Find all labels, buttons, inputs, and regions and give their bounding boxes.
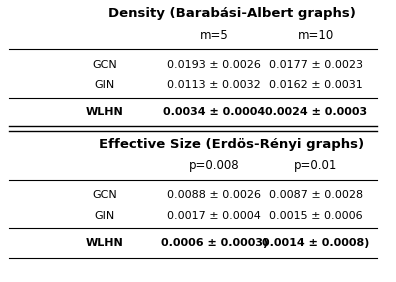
Text: WLHN: WLHN <box>86 107 124 117</box>
Text: 0.0017 ± 0.0004: 0.0017 ± 0.0004 <box>167 211 261 221</box>
Text: 0.0006 ± 0.0003): 0.0006 ± 0.0003) <box>161 238 268 248</box>
Text: Effective Size (Erdös-Rényi graphs): Effective Size (Erdös-Rényi graphs) <box>99 138 364 151</box>
Text: GCN: GCN <box>93 190 117 201</box>
Text: 0.0162 ± 0.0031: 0.0162 ± 0.0031 <box>269 80 363 90</box>
Text: WLHN: WLHN <box>86 238 124 248</box>
Text: GIN: GIN <box>95 211 115 221</box>
Text: GIN: GIN <box>95 80 115 90</box>
Text: 0.0014 ± 0.0008): 0.0014 ± 0.0008) <box>262 238 369 248</box>
Text: 0.0193 ± 0.0026: 0.0193 ± 0.0026 <box>167 60 261 70</box>
Text: 0.0087 ± 0.0028: 0.0087 ± 0.0028 <box>269 190 363 201</box>
Text: p=0.01: p=0.01 <box>294 159 337 172</box>
Text: Density (Barabási-Albert graphs): Density (Barabási-Albert graphs) <box>107 7 355 21</box>
Text: 0.0034 ± 0.0004: 0.0034 ± 0.0004 <box>163 107 265 117</box>
Text: p=0.008: p=0.008 <box>189 159 240 172</box>
Text: 0.0177 ± 0.0023: 0.0177 ± 0.0023 <box>269 60 363 70</box>
Text: 0.0088 ± 0.0026: 0.0088 ± 0.0026 <box>167 190 261 201</box>
Text: 0.0113 ± 0.0032: 0.0113 ± 0.0032 <box>168 80 261 90</box>
Text: 0.0024 ± 0.0003: 0.0024 ± 0.0003 <box>265 107 367 117</box>
Text: m=5: m=5 <box>200 29 228 42</box>
Text: GCN: GCN <box>93 60 117 70</box>
Text: 0.0015 ± 0.0006: 0.0015 ± 0.0006 <box>269 211 363 221</box>
Text: m=10: m=10 <box>298 29 334 42</box>
